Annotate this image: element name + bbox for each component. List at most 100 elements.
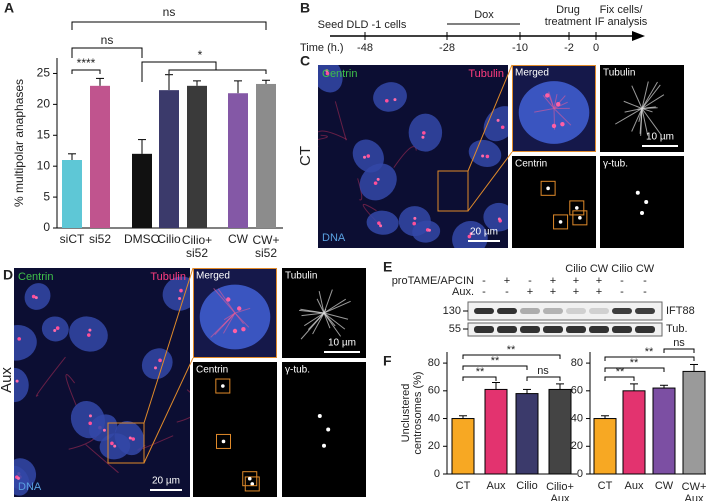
spindle <box>553 95 566 109</box>
y-tick-label: 80 <box>428 357 440 369</box>
treatment-sign: - <box>482 286 486 298</box>
significance-label: ** <box>491 355 500 367</box>
bar <box>159 90 179 229</box>
centrosome <box>88 414 92 418</box>
inset-label: Tubulin <box>603 68 635 79</box>
centrosome <box>422 131 426 135</box>
microtubule <box>641 94 665 109</box>
centrosome <box>413 216 417 220</box>
x-tick-label: Cilio <box>157 232 181 246</box>
significance-label: ** <box>630 357 639 369</box>
y-tick-label: 20 <box>37 97 51 111</box>
y-tick-label: 60 <box>571 385 583 397</box>
centrosome <box>377 221 381 225</box>
scale-bar-label: 10 µm <box>328 338 356 349</box>
filament <box>318 130 348 147</box>
bar <box>652 387 676 475</box>
centrosome <box>393 98 397 102</box>
significance-bracket <box>141 61 267 82</box>
blot-band <box>474 326 494 333</box>
centrosome <box>469 232 473 236</box>
timeline-tick-label: -28 <box>439 42 455 54</box>
microtubule <box>323 312 349 320</box>
gamma-dot <box>640 211 644 216</box>
timeline-event: Dox <box>474 9 494 21</box>
microtubule <box>300 308 325 314</box>
microtubule <box>323 298 347 314</box>
microtubule <box>323 312 331 329</box>
timeline-tick-label: 0 <box>593 42 599 54</box>
x-tick-label: siCT <box>60 232 85 246</box>
bar <box>622 390 646 475</box>
bar <box>682 370 706 475</box>
lane-header: CW <box>590 263 609 275</box>
centrosome <box>373 181 378 185</box>
microtubule <box>641 84 661 109</box>
lane-header: Cilio <box>565 263 586 275</box>
x-tick-label: CT <box>598 480 613 492</box>
filament <box>334 101 347 141</box>
microtubule <box>312 312 325 335</box>
bar <box>187 85 207 229</box>
lane-header: CW <box>636 263 655 275</box>
blot-band <box>566 326 586 333</box>
centrosome <box>113 444 117 448</box>
micrograph-content <box>199 284 271 350</box>
gamma-dot <box>317 414 322 418</box>
centrosome <box>34 296 38 300</box>
gamma-dot <box>326 427 331 432</box>
treatment-sign: - <box>482 275 486 287</box>
lane-header: Cilio <box>611 263 632 275</box>
inset-label: Centrin <box>196 365 228 376</box>
zoom-box <box>572 210 588 226</box>
blot-band <box>635 326 655 333</box>
filament <box>318 134 328 141</box>
microtubule <box>631 85 643 109</box>
centrosome <box>496 118 500 122</box>
nucleus <box>14 367 29 403</box>
nucleus <box>366 210 399 235</box>
y-tick-label: 20 <box>571 440 583 452</box>
microtubule <box>323 300 351 314</box>
nucleus <box>412 220 441 243</box>
nucleus <box>199 284 271 350</box>
micrograph-content <box>540 180 588 230</box>
x-tick-label: Aux <box>487 480 506 492</box>
centrosome <box>363 155 367 159</box>
bar <box>515 393 539 475</box>
significance-label: ** <box>476 366 485 378</box>
x-tick-label: CW+ Aux <box>681 480 707 501</box>
x-tick-label: CW <box>228 232 249 246</box>
significance-bracket <box>663 348 695 353</box>
nucleus <box>359 163 397 201</box>
panel-label: B <box>300 0 310 16</box>
scale-bar-label: 20 µm <box>470 227 498 238</box>
micrograph <box>282 362 366 497</box>
significance-bracket <box>604 356 695 361</box>
nucleus <box>41 316 69 342</box>
significance-bracket <box>604 376 635 381</box>
timeline-event: Fix cells/ IF analysis <box>594 3 648 28</box>
centrin-dot <box>578 216 582 220</box>
micrograph-content <box>518 81 590 144</box>
timeline-tick-label: -48 <box>357 42 373 54</box>
spindle <box>553 94 558 109</box>
inset-label: γ-tub. <box>285 365 310 376</box>
significance-bracket <box>462 376 497 381</box>
blot-band <box>543 326 563 333</box>
spindle <box>548 91 555 109</box>
micrograph-content <box>14 276 190 496</box>
microtubule <box>639 108 643 134</box>
bar <box>62 160 82 228</box>
y-tick-label: 40 <box>428 412 440 424</box>
spindle <box>553 108 572 126</box>
blot-band <box>520 326 540 333</box>
blot-band <box>520 308 540 314</box>
microtubule <box>631 108 643 132</box>
centrosome <box>412 221 416 226</box>
significance-label: ** <box>645 346 654 358</box>
significance-label: ** <box>507 344 516 356</box>
y-tick-label: 0 <box>43 220 50 234</box>
blot-band <box>612 326 632 333</box>
centrosome <box>237 306 242 311</box>
